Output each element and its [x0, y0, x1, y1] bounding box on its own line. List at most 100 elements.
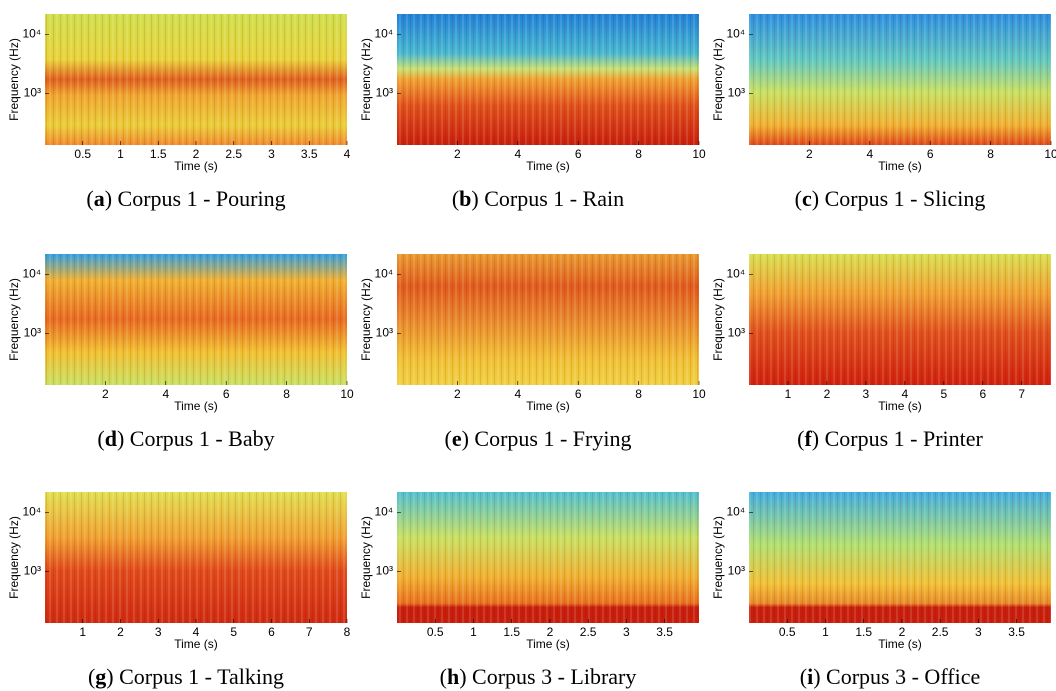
x-tick-label: 8 — [635, 147, 642, 161]
panel: 10³ 10⁴ 0.5 1 1.5 2 2.5 3 3.5 Time (s) Frequency (… — [359, 492, 699, 689]
x-tick-label: 6 — [268, 625, 275, 639]
x-axis-label: Time (s) — [526, 399, 570, 413]
y-tick-label: 10³ — [728, 564, 745, 578]
y-axis-label: Frequency (Hz) — [711, 38, 725, 121]
y-tick-label: 10⁴ — [22, 26, 41, 40]
caption-open: ( — [88, 664, 95, 689]
x-tick-label: 5 — [230, 625, 237, 639]
caption-open: ( — [795, 186, 802, 211]
x-tick-label: 4 — [514, 387, 521, 401]
y-tick-label: 10³ — [376, 86, 393, 100]
x-tick-label: 6 — [223, 387, 230, 401]
caption-letter: a — [94, 186, 105, 211]
x-tick-label: 0.5 — [427, 625, 444, 639]
caption: (c) Corpus 1 - Slicing — [795, 186, 986, 211]
x-tick-label: 6 — [575, 387, 582, 401]
caption: (e) Corpus 1 - Frying — [445, 426, 632, 451]
caption-open: ( — [797, 426, 804, 451]
y-tick-label: 10³ — [24, 326, 41, 340]
x-axis-label: Time (s) — [526, 637, 570, 651]
y-tick-label: 10⁴ — [22, 266, 41, 280]
x-tick-label: 7 — [306, 625, 313, 639]
x-tick-label: 10 — [1044, 147, 1056, 161]
panel: 10³ 10⁴ 2 4 6 8 10 Time (s) Frequency (Hz) (c) Co… — [711, 14, 1056, 211]
caption: (g) Corpus 1 - Talking — [88, 664, 284, 689]
caption-text: ) Corpus 3 - Library — [459, 664, 636, 689]
spectrogram-texture — [749, 254, 1051, 385]
x-tick-label: 3.5 — [301, 147, 318, 161]
x-tick-label: 2.5 — [225, 147, 242, 161]
caption-letter: e — [452, 426, 462, 451]
caption: (a) Corpus 1 - Pouring — [86, 186, 285, 211]
x-tick-label: 6 — [575, 147, 582, 161]
y-tick-label: 10³ — [24, 564, 41, 578]
x-tick-label: 0.5 — [74, 147, 91, 161]
caption-letter: g — [95, 664, 106, 689]
caption-text: ) Corpus 1 - Baby — [117, 426, 275, 451]
y-tick-label: 10⁴ — [374, 26, 393, 40]
y-tick-label: 10⁴ — [726, 266, 745, 280]
caption-text: ) Corpus 3 - Office — [813, 664, 980, 689]
x-axis-label: Time (s) — [174, 637, 218, 651]
x-tick-label: 4 — [866, 147, 873, 161]
x-tick-label: 1 — [79, 625, 86, 639]
x-tick-label: 2 — [547, 625, 554, 639]
x-tick-label: 3 — [623, 625, 630, 639]
caption-letter: h — [447, 664, 459, 689]
caption-open: ( — [452, 186, 459, 211]
x-tick-label: 2 — [193, 147, 200, 161]
y-axis-label: Frequency (Hz) — [359, 278, 373, 361]
x-tick-label: 3.5 — [1008, 625, 1025, 639]
x-tick-label: 1 — [785, 387, 792, 401]
caption-open: ( — [86, 186, 93, 211]
y-tick-label: 10³ — [24, 86, 41, 100]
caption-letter: d — [105, 426, 117, 451]
caption-text: ) Corpus 1 - Slicing — [812, 186, 986, 211]
caption-text: ) Corpus 1 - Frying — [462, 426, 632, 451]
x-tick-label: 1.5 — [855, 625, 872, 639]
spectrogram-texture — [749, 14, 1051, 145]
x-tick-label: 1.5 — [503, 625, 520, 639]
x-tick-label: 3 — [155, 625, 162, 639]
x-tick-label: 2 — [117, 625, 124, 639]
caption-text: ) Corpus 1 - Pouring — [105, 186, 286, 211]
x-tick-label: 1 — [117, 147, 124, 161]
spectrogram-texture — [45, 492, 347, 623]
caption-text: ) Corpus 1 - Talking — [106, 664, 284, 689]
caption: (h) Corpus 3 - Library — [440, 664, 637, 689]
x-tick-label: 10 — [692, 147, 706, 161]
x-tick-label: 3.5 — [656, 625, 673, 639]
x-tick-label: 10 — [692, 387, 706, 401]
panel: 10³ 10⁴ 1 2 3 4 5 6 7 8 Time (s) Frequency (Hz) (g) … — [7, 492, 351, 689]
x-tick-label: 2.5 — [580, 625, 597, 639]
x-tick-label: 8 — [635, 387, 642, 401]
y-tick-label: 10⁴ — [726, 26, 745, 40]
x-tick-label: 3 — [268, 147, 275, 161]
x-tick-label: 4 — [193, 625, 200, 639]
panel: 10³ 10⁴ 1 2 3 4 5 6 7 Time (s) Frequency (Hz) (f) C… — [711, 254, 1051, 451]
y-tick-label: 10⁴ — [726, 504, 745, 518]
caption-open: ( — [440, 664, 447, 689]
x-tick-label: 5 — [940, 387, 947, 401]
x-tick-label: 4 — [162, 387, 169, 401]
x-tick-label: 10 — [340, 387, 354, 401]
x-tick-label: 1 — [470, 625, 477, 639]
caption-open: ( — [445, 426, 452, 451]
x-tick-label: 3 — [975, 625, 982, 639]
x-axis-label: Time (s) — [526, 159, 570, 173]
y-tick-label: 10³ — [376, 326, 393, 340]
caption-text: ) Corpus 1 - Rain — [471, 186, 624, 211]
y-tick-label: 10³ — [728, 86, 745, 100]
x-tick-label: 2 — [454, 147, 461, 161]
panel: 10³ 10⁴ 2 4 6 8 10 Time (s) Frequency (Hz) (e) Co… — [359, 254, 706, 451]
panel: 10³ 10⁴ 2 4 6 8 10 Time (s) Frequency (Hz) (b) Co… — [359, 14, 706, 211]
y-axis-label: Frequency (Hz) — [359, 38, 373, 121]
y-tick-label: 10³ — [376, 564, 393, 578]
caption-open: ( — [97, 426, 104, 451]
spectrogram-texture — [45, 254, 347, 385]
x-tick-label: 8 — [344, 625, 351, 639]
spectrogram-texture — [397, 492, 699, 623]
x-axis-label: Time (s) — [174, 159, 218, 173]
caption-letter: c — [802, 186, 812, 211]
